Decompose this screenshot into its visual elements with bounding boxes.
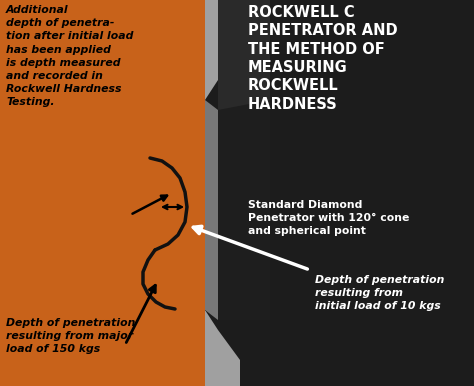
- Bar: [0, 0, 205, 386]
- Polygon shape: [0, 160, 182, 303]
- Polygon shape: [162, 100, 270, 320]
- Polygon shape: [205, 100, 218, 320]
- Polygon shape: [0, 158, 187, 309]
- Text: Standard Diamond
Penetrator with 120° cone
and spherical point: Standard Diamond Penetrator with 120° co…: [248, 200, 410, 236]
- Text: Additional
depth of penetra-
tion after initial load
has been applied
is depth m: Additional depth of penetra- tion after …: [6, 5, 133, 107]
- Polygon shape: [205, 310, 240, 386]
- Text: Depth of penetration
resulting from major
load of 150 kgs: Depth of penetration resulting from majo…: [6, 318, 136, 354]
- Bar: [0, 0, 205, 386]
- Polygon shape: [218, 0, 270, 120]
- Text: Depth of penetration
resulting from
initial load of 10 kgs: Depth of penetration resulting from init…: [315, 275, 444, 311]
- Polygon shape: [205, 0, 240, 100]
- Text: ROCKWELL C
PENETRATOR AND
THE METHOD OF
MEASURING
ROCKWELL
HARDNESS: ROCKWELL C PENETRATOR AND THE METHOD OF …: [248, 5, 398, 112]
- Bar: [205, 0, 474, 386]
